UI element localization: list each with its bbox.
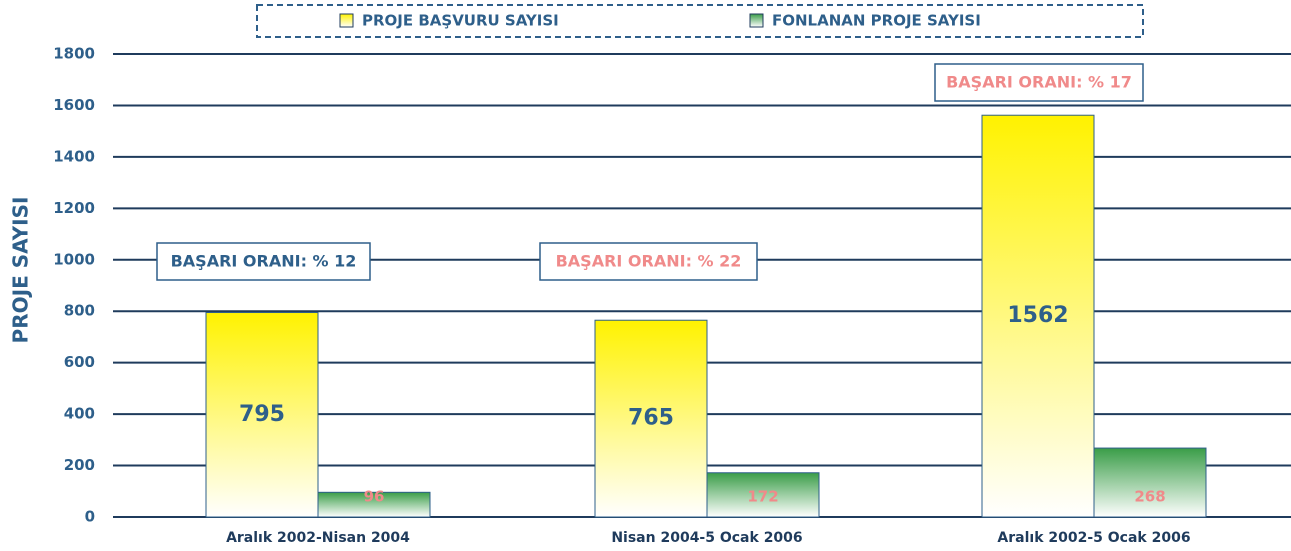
bar: [205, 312, 319, 518]
legend-swatch: [749, 13, 764, 28]
bar: [981, 114, 1095, 518]
y-tick-label: 800: [64, 302, 95, 320]
annotation-box: [156, 242, 371, 281]
y-tick-label: 1200: [53, 199, 95, 217]
legend-swatch: [339, 13, 354, 28]
data-label: 1562: [1007, 303, 1068, 328]
bar: [317, 491, 431, 518]
legend-box: [256, 4, 1144, 38]
legend-label: PROJE BAŞVURU SAYISI: [362, 12, 559, 30]
bar: [594, 319, 708, 518]
y-tick-label: 400: [64, 405, 95, 423]
x-tick-label: Aralık 2002-Nisan 2004: [226, 530, 410, 546]
legend-label: FONLANAN PROJE SAYISI: [772, 12, 981, 30]
data-label: 172: [747, 488, 778, 506]
x-tick-label: Nisan 2004-5 Ocak 2006: [611, 530, 802, 546]
x-tick-label: Aralık 2002-5 Ocak 2006: [997, 530, 1190, 546]
annotation-box: [934, 63, 1144, 102]
annotation: BAŞARI ORANI: % 17: [946, 73, 1132, 92]
y-tick-label: 1000: [53, 250, 95, 268]
y-tick-label: 600: [64, 353, 95, 371]
annotation-box: [539, 242, 758, 281]
y-tick-label: 200: [64, 456, 95, 474]
data-label: 268: [1134, 488, 1165, 506]
bar: [706, 472, 820, 518]
y-tick-label: 1800: [53, 45, 95, 63]
annotation: BAŞARI ORANI: % 12: [171, 252, 357, 271]
data-label: 765: [628, 406, 674, 431]
annotation: BAŞARI ORANI: % 22: [556, 252, 742, 271]
data-label: 96: [364, 488, 385, 506]
bar: [1093, 447, 1207, 518]
y-axis-label: PROJE SAYISI: [9, 197, 33, 344]
y-tick-label: 1600: [53, 96, 95, 114]
y-tick-label: 1400: [53, 147, 95, 165]
y-tick-label: 0: [85, 508, 95, 526]
data-label: 795: [239, 402, 285, 427]
